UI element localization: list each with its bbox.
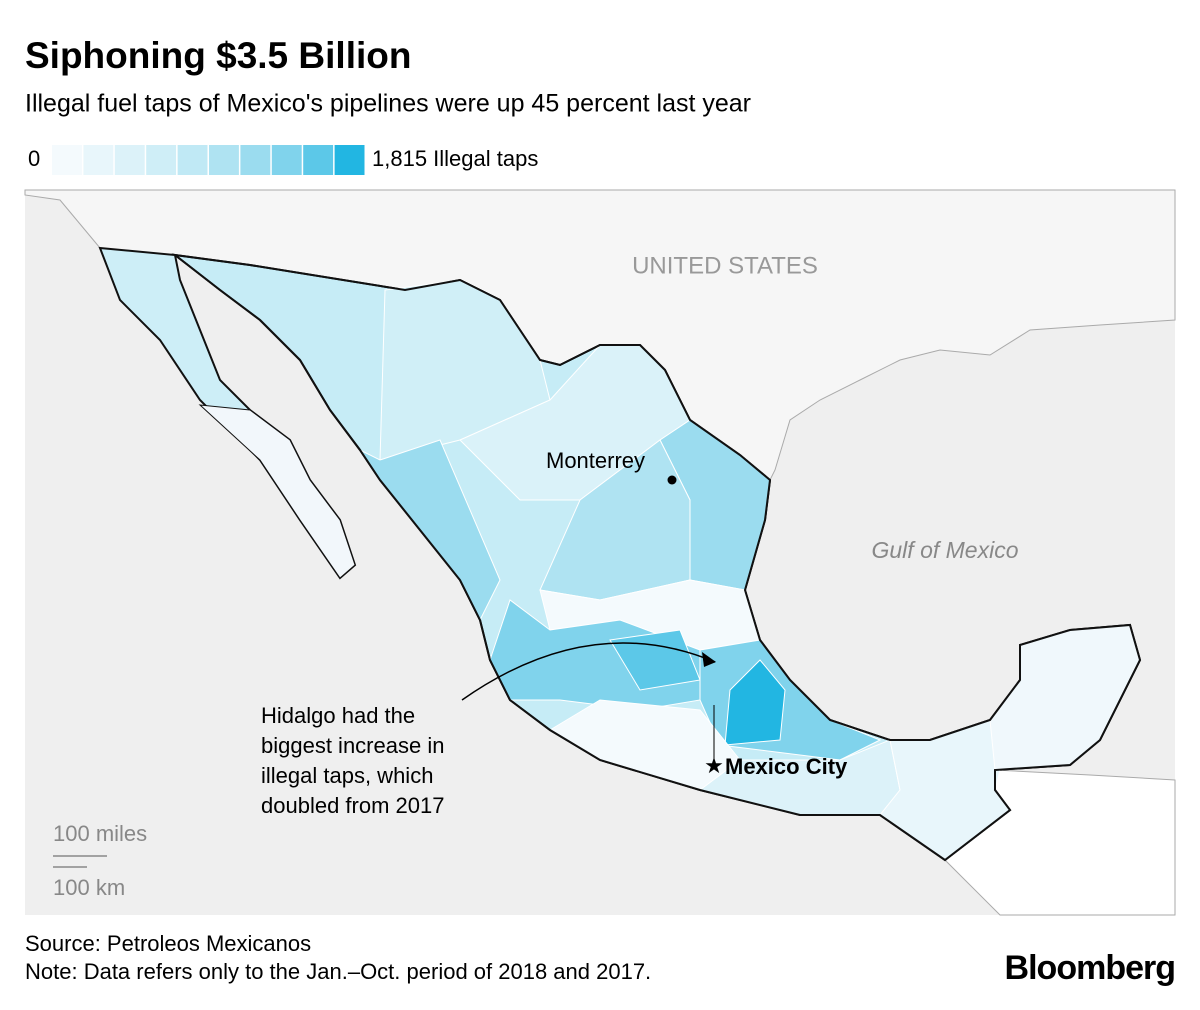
- subtitle: Illegal fuel taps of Mexico's pipelines …: [25, 90, 751, 118]
- legend-swatch: [303, 145, 334, 175]
- annotation-line: illegal taps, which: [261, 763, 433, 788]
- map: ★ UNITED STATES Gulf of Mexico Monterrey…: [24, 189, 1176, 916]
- monterrey-dot: [667, 475, 677, 485]
- annotation: Hidalgo had the biggest increase in illega…: [261, 703, 444, 818]
- annotation-line: Hidalgo had the: [261, 703, 415, 728]
- legend-swatch: [52, 145, 82, 175]
- capital-star: ★: [704, 753, 724, 778]
- legend-swatch: [177, 145, 208, 175]
- legend-max: 1,815 Illegal taps: [372, 146, 538, 171]
- annotation-arrow: [461, 642, 716, 701]
- annotation-line: biggest increase in: [261, 733, 444, 758]
- legend-swatch: [334, 145, 365, 175]
- legend-swatch: [271, 145, 302, 175]
- legend-swatch: [114, 145, 145, 175]
- capital-label: Mexico City: [725, 754, 848, 779]
- legend-swatch: [240, 145, 271, 175]
- mexico-outline: [171, 253, 1142, 862]
- sea-label: Gulf of Mexico: [872, 537, 1019, 563]
- scale-label: 100 km: [53, 875, 125, 900]
- hidalgo: [724, 659, 786, 746]
- scale-label: 100 miles: [53, 821, 147, 846]
- city-label: Monterrey: [546, 448, 645, 473]
- legend-swatch: [209, 145, 239, 175]
- annotation-line: doubled from 2017: [261, 793, 444, 818]
- brand: Bloomberg: [1005, 949, 1175, 987]
- baja-sur: [198, 404, 356, 579]
- legend-min: 0: [28, 146, 40, 171]
- arrow-head: [702, 652, 716, 667]
- legend-swatch: [146, 145, 177, 175]
- legend-swatch: [83, 145, 114, 175]
- country-label: UNITED STATES: [632, 252, 818, 279]
- title: Siphoning $3.5 Billion: [25, 35, 411, 76]
- legend-scale: [52, 145, 365, 175]
- source: Source: Petroleos Mexicanos: [25, 931, 311, 956]
- note: Note: Data refers only to the Jan.–Oct. …: [25, 959, 651, 984]
